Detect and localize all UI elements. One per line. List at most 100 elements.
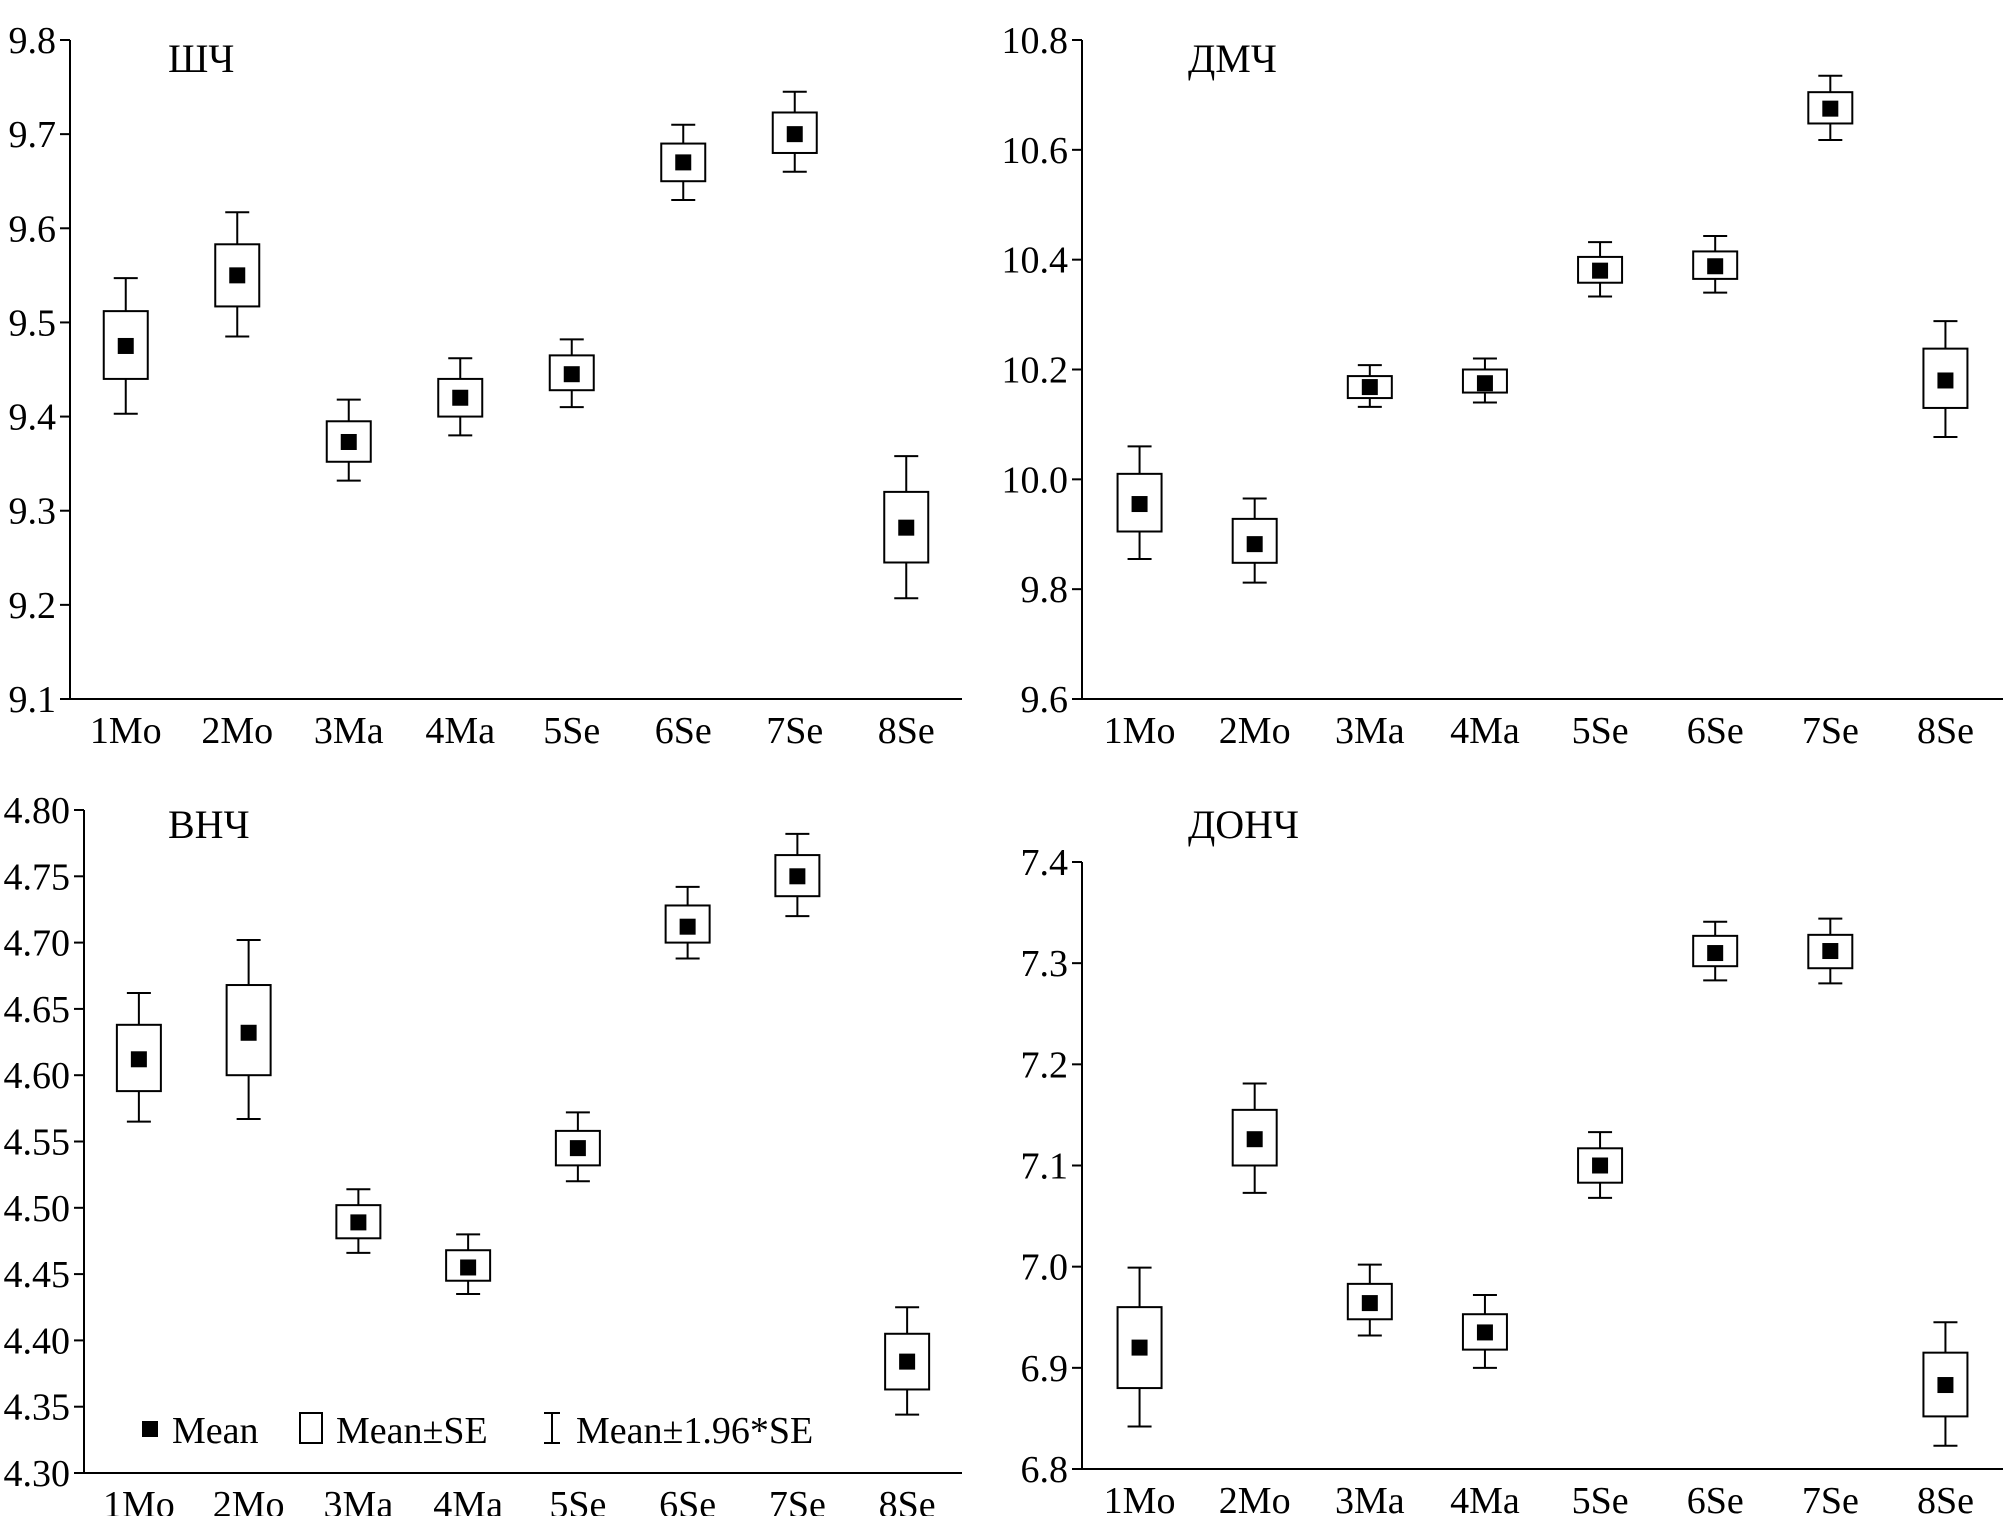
y-tick-label: 6.8 bbox=[1021, 1449, 1069, 1491]
x-tick-label-2mo: 2Mo bbox=[1219, 1480, 1291, 1516]
y-tick-label: 4.75 bbox=[4, 856, 71, 898]
x-tick-label-8se: 8Se bbox=[878, 710, 935, 752]
ci-whisker-1mo bbox=[1127, 1266, 1152, 1428]
x-tick-label-6se: 6Se bbox=[655, 710, 712, 752]
x-tick-label-8se: 8Se bbox=[1917, 710, 1974, 752]
ci-whisker-2mo bbox=[1242, 1082, 1267, 1194]
x-tick-label-1mo: 1Mo bbox=[103, 1484, 175, 1516]
mean-marker-8se bbox=[1937, 372, 1954, 389]
x-tick-label-6se: 6Se bbox=[659, 1484, 716, 1516]
ci-whisker-6se bbox=[1703, 920, 1728, 982]
x-tick-label-4ma: 4Ma bbox=[433, 1484, 503, 1516]
mean-marker-7se bbox=[786, 126, 803, 143]
ci-whisker-4ma bbox=[1472, 1293, 1497, 1369]
x-tick-label-4ma: 4Ma bbox=[1450, 1480, 1520, 1516]
mean-marker-3ma bbox=[1361, 1295, 1378, 1312]
mean-marker-4ma bbox=[452, 389, 469, 406]
mean-marker-2mo bbox=[229, 267, 246, 284]
y-tick-label: 9.7 bbox=[9, 114, 57, 156]
y-tick-label: 9.3 bbox=[9, 491, 57, 533]
x-tick-label-3ma: 3Ma bbox=[314, 710, 384, 752]
y-tick-label: 4.60 bbox=[4, 1055, 71, 1097]
mean-marker-5se bbox=[1592, 262, 1609, 279]
panel-title: ВНЧ bbox=[168, 802, 250, 847]
panel-vnch: ВНЧ 4.30 4.35 4.40 4.45 4.50 4.55 4.60 4.65 4.70 4… bbox=[4, 790, 962, 1516]
y-tick-label: 7.1 bbox=[1021, 1146, 1069, 1188]
mean-marker-1mo bbox=[1131, 496, 1148, 513]
x-tick-label-1mo: 1Mo bbox=[1104, 1480, 1176, 1516]
mean-marker-7se bbox=[1822, 100, 1839, 117]
x-tick-label-7se: 7Se bbox=[766, 710, 823, 752]
x-tick-label-1mo: 1Mo bbox=[90, 710, 162, 752]
ci-whisker-4ma bbox=[1472, 357, 1497, 404]
ci-whisker-5se bbox=[565, 1111, 590, 1183]
mean-marker-2mo bbox=[1246, 1131, 1263, 1148]
ci-whisker-2mo bbox=[236, 938, 261, 1120]
panel-dmch: ДМЧ 9.6 9.8 10.0 10.2 10.4 10.6 10.8 1Mo 2Mo 3Ma 4M… bbox=[1002, 20, 2003, 752]
se-box-7se bbox=[1807, 933, 1854, 970]
axis-lines bbox=[83, 810, 962, 1474]
ci-whisker-8se bbox=[895, 1306, 920, 1416]
mean-marker-1mo bbox=[117, 337, 134, 354]
axis-lines bbox=[69, 40, 962, 700]
ci-whisker-2mo bbox=[1242, 497, 1267, 584]
mean-marker-8se bbox=[899, 1353, 916, 1370]
ci-whisker-7se bbox=[1818, 74, 1843, 141]
ci-whisker-5se bbox=[1588, 241, 1613, 298]
y-tick-label: 4.55 bbox=[4, 1122, 71, 1164]
ci-whisker-6se bbox=[1703, 235, 1728, 294]
ci-whisker-7se bbox=[1818, 917, 1843, 985]
x-tick-label-5se: 5Se bbox=[1572, 710, 1629, 752]
ci-whisker-3ma bbox=[1357, 1263, 1382, 1337]
ci-whisker-3ma bbox=[1357, 364, 1382, 408]
y-tick-label: 4.35 bbox=[4, 1387, 71, 1429]
y-tick-label: 6.9 bbox=[1021, 1348, 1069, 1390]
mean-marker-6se bbox=[675, 154, 692, 171]
y-tick-label: 10.6 bbox=[1002, 130, 1069, 172]
y-tick-label: 4.70 bbox=[4, 923, 71, 965]
se-box-2mo bbox=[1231, 1108, 1278, 1167]
x-tick-label-6se: 6Se bbox=[1687, 1480, 1744, 1516]
ci-whisker-8se bbox=[1933, 1321, 1958, 1447]
x-tick-label-5se: 5Se bbox=[549, 1484, 606, 1516]
y-tick-label: 10.8 bbox=[1002, 20, 1069, 62]
ci-whisker-7se bbox=[785, 832, 810, 918]
mean-marker-5se bbox=[569, 1140, 586, 1157]
ci-whisker-3ma bbox=[336, 398, 361, 482]
y-tick-label: 7.3 bbox=[1021, 943, 1069, 985]
x-tick-label-1mo: 1Mo bbox=[1104, 710, 1176, 752]
y-tick-label: 7.4 bbox=[1021, 842, 1069, 884]
ci-whisker-6se bbox=[671, 123, 696, 202]
legend-ci-marker bbox=[544, 1412, 560, 1444]
legend-se-label: Mean±SE bbox=[336, 1410, 488, 1452]
ci-whisker-8se bbox=[1933, 320, 1958, 439]
mean-marker-3ma bbox=[340, 433, 357, 450]
y-tick-label: 4.40 bbox=[4, 1320, 71, 1362]
legend-se-marker bbox=[299, 1412, 323, 1444]
ci-whisker-1mo bbox=[1127, 445, 1152, 560]
mean-marker-2mo bbox=[1246, 536, 1263, 553]
mean-marker-4ma bbox=[460, 1259, 477, 1276]
x-tick-label-3ma: 3Ma bbox=[1335, 1480, 1405, 1516]
x-tick-label-4ma: 4Ma bbox=[425, 710, 495, 752]
mean-marker-3ma bbox=[350, 1214, 367, 1231]
ci-whisker-7se bbox=[782, 90, 807, 173]
y-tick-label: 9.1 bbox=[9, 679, 57, 721]
panel-donch: ДОНЧ 6.8 6.9 7.0 7.1 7.2 7.3 7.4 1Mo 2Mo 3Ma 4Ma 5Se… bbox=[1021, 802, 2003, 1516]
ci-whisker-4ma bbox=[448, 357, 473, 437]
mean-marker-6se bbox=[1707, 258, 1724, 275]
x-tick-label-7se: 7Se bbox=[1802, 710, 1859, 752]
ci-whisker-8se bbox=[894, 455, 919, 600]
y-tick-label: 9.5 bbox=[9, 302, 57, 344]
y-tick-label: 10.0 bbox=[1002, 459, 1069, 501]
mean-marker-7se bbox=[789, 868, 806, 885]
y-tick-label: 9.6 bbox=[1021, 679, 1069, 721]
legend-mean-label: Mean bbox=[172, 1410, 259, 1452]
legend-ci-label: Mean±1.96*SE bbox=[576, 1410, 813, 1452]
y-tick-label: 10.2 bbox=[1002, 350, 1069, 392]
mean-marker-3ma bbox=[1361, 379, 1378, 396]
ci-whisker-2mo bbox=[225, 211, 250, 338]
x-tick-label-8se: 8Se bbox=[879, 1484, 936, 1516]
x-tick-label-5se: 5Se bbox=[1572, 1480, 1629, 1516]
